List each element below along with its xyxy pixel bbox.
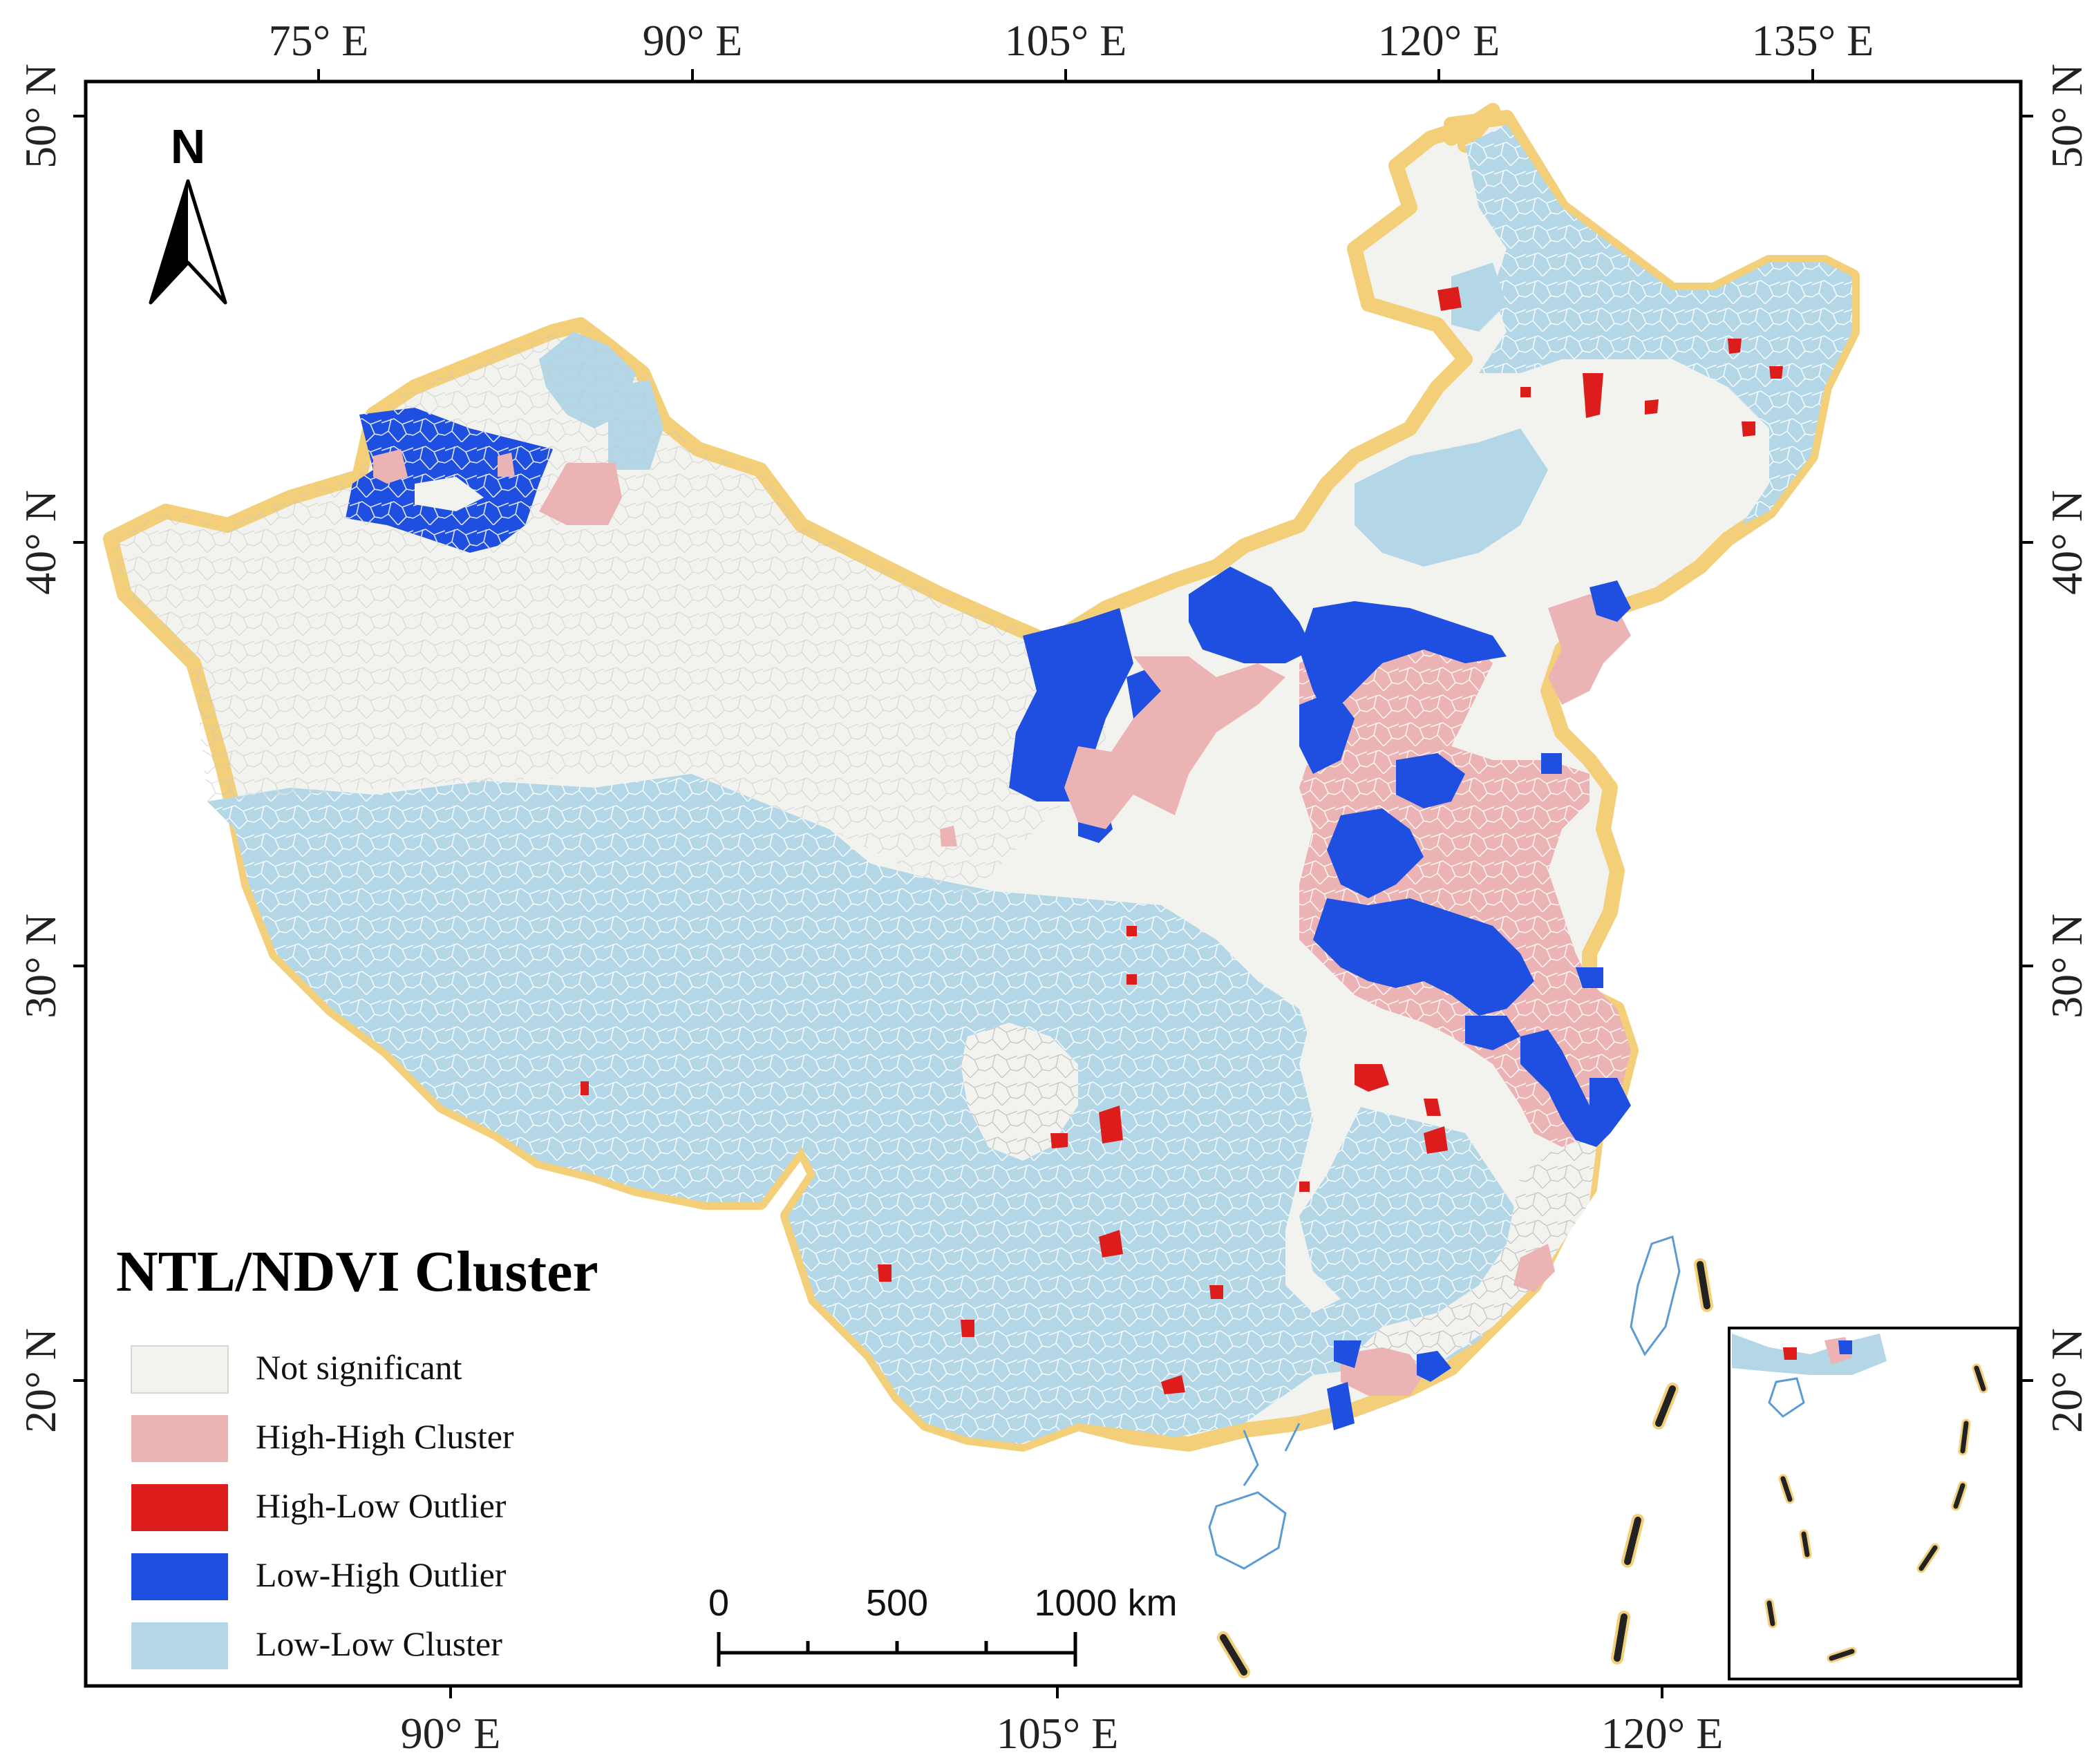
low-high-fujian-north bbox=[1590, 1078, 1631, 1133]
low-high-guangdong-west bbox=[1334, 1340, 1361, 1368]
low-high-ningxia bbox=[1009, 608, 1133, 802]
low-high-shandong-east bbox=[1541, 753, 1562, 774]
low-high-jiangsu-coast bbox=[1576, 967, 1603, 988]
legend-swatch-high-low bbox=[131, 1484, 228, 1531]
legend: NTL/NDVI Cluster Not significant High-Hi… bbox=[116, 1240, 598, 1669]
nine-dash-line bbox=[1217, 1258, 1713, 1678]
hainan bbox=[1208, 1491, 1287, 1570]
top-tick-105e: 105° E bbox=[1005, 16, 1127, 65]
top-tick-90e: 90° E bbox=[643, 16, 743, 65]
left-tick-30n: 30° N bbox=[16, 913, 65, 1018]
high-high-kuitun bbox=[373, 449, 408, 484]
bottom-tick-90e: 90° E bbox=[401, 1709, 501, 1758]
high-low-outliers bbox=[581, 287, 1783, 1394]
low-low-inner-mongolia bbox=[1355, 428, 1548, 567]
north-arrow-label: N bbox=[171, 120, 206, 173]
right-tick-20n: 20° N bbox=[2042, 1328, 2091, 1433]
low-high-zhejiang bbox=[1520, 1030, 1610, 1147]
legend-swatch-low-high bbox=[131, 1553, 228, 1600]
legend-label-low-high: Low-High Outlier bbox=[256, 1555, 507, 1594]
high-high-loess bbox=[1106, 656, 1285, 815]
low-high-anhui-north bbox=[1313, 898, 1534, 1016]
low-high-jiangxi-north bbox=[1465, 1016, 1520, 1050]
high-high-fujian-coast bbox=[1513, 1244, 1555, 1292]
high-high-pearl-river bbox=[1341, 1347, 1424, 1396]
high-high-xj-small bbox=[498, 453, 515, 477]
low-high-henan bbox=[1327, 808, 1424, 898]
bottom-tick-120e: 120° E bbox=[1601, 1709, 1724, 1758]
high-high-liaoning bbox=[1548, 594, 1631, 705]
scale-label-1000km: 1000 km bbox=[1034, 1582, 1177, 1624]
low-high-hebei-west bbox=[1299, 691, 1355, 774]
scale-bar: 0 500 1000 km bbox=[708, 1582, 1178, 1667]
low-high-guangdong-sw bbox=[1327, 1382, 1355, 1430]
high-high-lanzhou bbox=[1064, 746, 1133, 829]
top-tick-135e: 135° E bbox=[1752, 16, 1874, 65]
legend-title: NTL/NDVI Cluster bbox=[116, 1240, 598, 1304]
high-high-shaanxi-small bbox=[940, 826, 957, 846]
high-high-urumqi bbox=[539, 463, 622, 525]
right-tick-40n: 40° N bbox=[2042, 490, 2091, 595]
top-tick-120e: 120° E bbox=[1378, 16, 1500, 65]
legend-swatch-high-high bbox=[131, 1415, 228, 1462]
scale-label-0: 0 bbox=[708, 1582, 729, 1624]
ns-ili-valley bbox=[415, 477, 484, 511]
scale-label-500: 500 bbox=[866, 1582, 928, 1624]
legend-label-high-high: High-High Cluster bbox=[256, 1417, 514, 1456]
bottom-tick-105e: 105° E bbox=[997, 1709, 1119, 1758]
axis-tick-marks bbox=[73, 69, 2033, 1698]
right-tick-50n: 50° N bbox=[2042, 64, 2091, 169]
north-arrow: N bbox=[149, 120, 227, 305]
low-high-beijing-tianjin bbox=[1299, 601, 1507, 719]
left-tick-20n: 20° N bbox=[16, 1328, 65, 1433]
legend-label-high-low: High-Low Outlier bbox=[256, 1486, 507, 1525]
left-tick-40n: 40° N bbox=[16, 490, 65, 595]
low-high-hohhot bbox=[1189, 567, 1313, 663]
south-china-sea-inset bbox=[1728, 1327, 2019, 1680]
legend-label-low-low: Low-Low Cluster bbox=[256, 1624, 502, 1663]
legend-swatch-low-low bbox=[131, 1622, 228, 1669]
coast-line bbox=[1243, 1423, 1301, 1486]
low-low-greater-khingan bbox=[1451, 263, 1507, 332]
left-tick-50n: 50° N bbox=[16, 64, 65, 169]
right-tick-30n: 30° N bbox=[2042, 913, 2091, 1018]
low-high-shandong-west bbox=[1396, 753, 1465, 808]
low-high-guangdong-east bbox=[1417, 1351, 1451, 1382]
legend-label-not-significant: Not significant bbox=[256, 1348, 462, 1387]
taiwan bbox=[1630, 1235, 1681, 1356]
low-high-liaoning bbox=[1590, 580, 1631, 622]
legend-swatch-not-significant bbox=[131, 1345, 229, 1394]
top-tick-75e: 75° E bbox=[269, 16, 369, 65]
